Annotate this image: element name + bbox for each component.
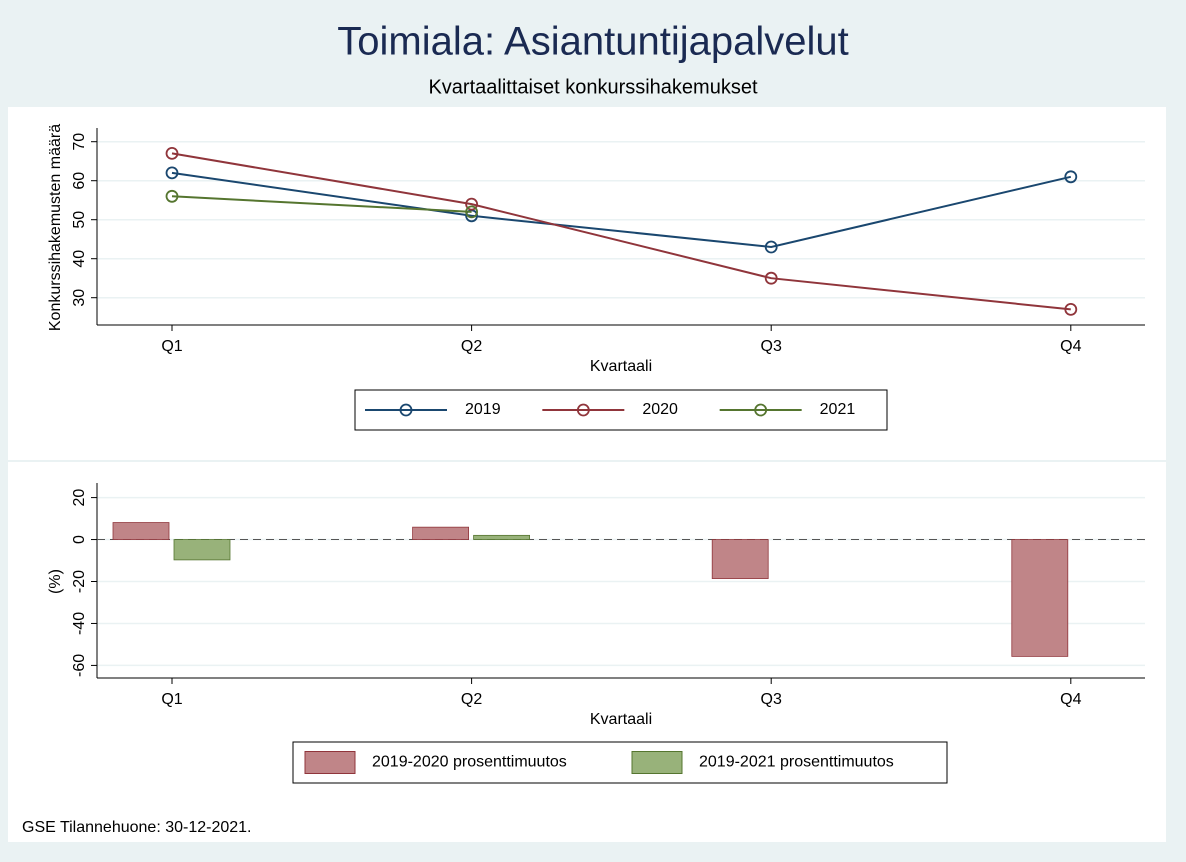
point (165, 189, 179, 203)
legend-label: 2019 (465, 401, 501, 418)
bar (473, 534, 531, 540)
legend-label: 2019-2020 prosenttimuutos (372, 754, 567, 771)
y-tick-label: 50 (71, 211, 88, 229)
point (165, 166, 179, 180)
series-line (171, 152, 1071, 311)
point (764, 240, 778, 254)
x-axis-label: Kvartaali (590, 711, 652, 728)
bar (412, 526, 470, 540)
legend-swatch (631, 751, 683, 774)
legend-swatch (304, 751, 356, 774)
point (465, 197, 479, 211)
y-tick-label: 20 (71, 489, 88, 507)
panel (8, 462, 1166, 842)
legend-marker (399, 403, 413, 417)
legend-marker (754, 403, 768, 417)
legend-label: 2020 (642, 401, 678, 418)
legend-marker (576, 403, 590, 417)
x-tick-label: Q4 (1060, 691, 1081, 708)
series-line (171, 195, 472, 213)
y-tick-label: -40 (71, 612, 88, 635)
bar (112, 522, 170, 540)
y-tick-label: 40 (71, 250, 88, 268)
footnote: GSE Tilannehuone: 30-12-2021. (22, 819, 252, 836)
x-tick-label: Q1 (161, 338, 182, 355)
point (1064, 302, 1078, 316)
series-line (171, 171, 1072, 249)
legend-label: 2021 (820, 401, 856, 418)
y-tick-label: 70 (71, 133, 88, 151)
point (165, 146, 179, 160)
x-tick-label: Q3 (761, 338, 782, 355)
y-tick-label: -60 (71, 654, 88, 677)
y-tick-label: 60 (71, 172, 88, 190)
chart-subtitle: Kvartaalittaiset konkurssihakemukset (428, 76, 757, 98)
bar (1011, 539, 1069, 657)
legend-label: 2019-2021 prosenttimuutos (699, 754, 894, 771)
y-axis-label: Konkurssihakemusten määrä (47, 124, 64, 331)
x-axis-label: Kvartaali (590, 358, 652, 375)
y-axis-label: (%) (47, 569, 64, 594)
bar (173, 539, 231, 561)
point (1064, 170, 1078, 184)
x-tick-label: Q1 (161, 691, 182, 708)
legend (292, 741, 948, 784)
chart-title: Toimiala: Asiantuntijapalvelut (337, 20, 848, 64)
x-tick-label: Q2 (461, 691, 482, 708)
x-tick-label: Q2 (461, 338, 482, 355)
bar (711, 539, 769, 579)
y-tick-label: 0 (71, 535, 88, 544)
point (465, 205, 479, 219)
x-tick-label: Q4 (1060, 338, 1081, 355)
point (764, 271, 778, 285)
y-tick-label: 30 (71, 289, 88, 307)
x-tick-label: Q3 (761, 691, 782, 708)
y-tick-label: -20 (71, 570, 88, 593)
